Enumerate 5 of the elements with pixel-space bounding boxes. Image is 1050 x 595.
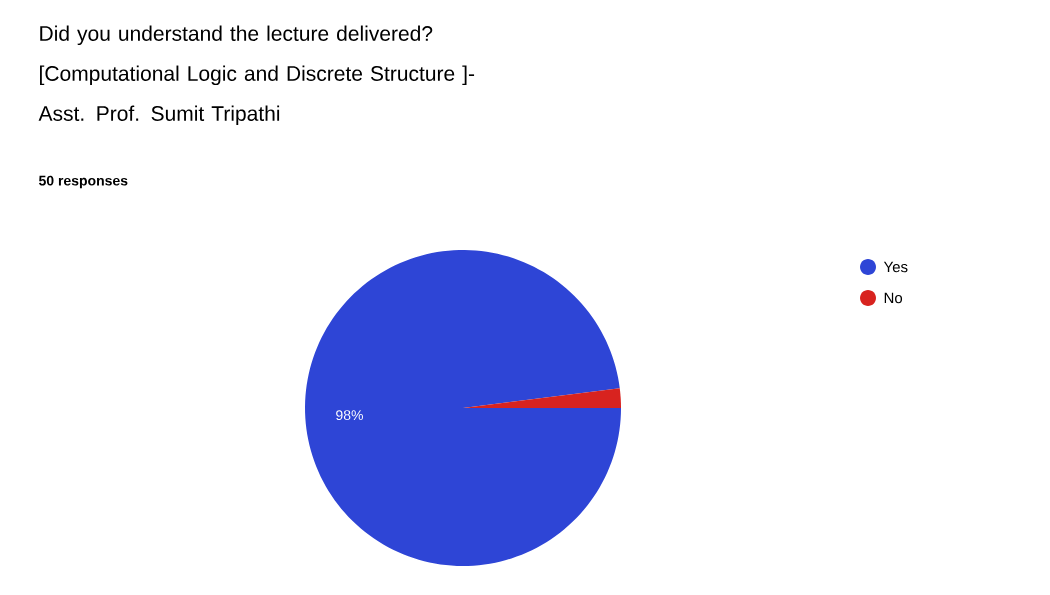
legend-label: Yes [883,261,908,273]
data-label: 98% [336,410,363,421]
text: 50 responses [38,175,128,189]
legend-label: No [884,292,903,304]
chart-title: Did you understand the lecture delivered? [Computational Logic and Discrete Structure ]- Asst. Prof. Sumit Tripathi [38,25,475,126]
